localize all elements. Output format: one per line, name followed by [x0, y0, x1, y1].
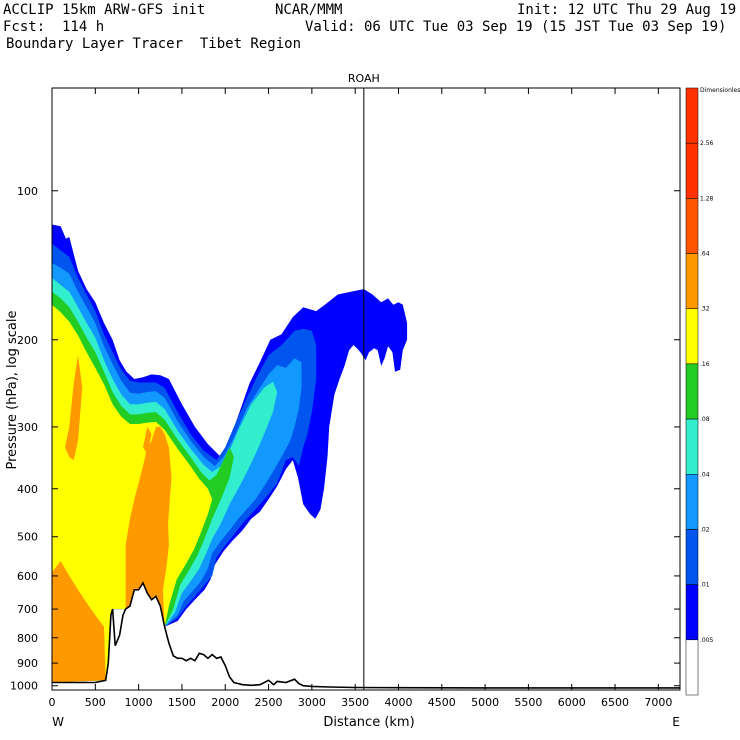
y-tick-label: 600	[17, 570, 38, 583]
colorbar-swatch	[685, 474, 699, 530]
y-tick-label: 200	[17, 334, 38, 347]
header-org: NCAR/MMM	[275, 2, 343, 18]
tracer-contours	[52, 224, 408, 683]
x-tick-label: 0	[49, 696, 56, 709]
x-axis-west-label: W	[52, 715, 64, 729]
axis-ticks: 0 500 1000 1500 2000 2500 3000 3500 4000 4500 5000…	[10, 88, 680, 709]
x-tick-label: 5000	[471, 696, 499, 709]
header-forecast-hour: Fcst: 114 h	[3, 19, 105, 35]
colorbar-swatch	[685, 253, 699, 309]
header-field-name: Boundary Layer Tracer Tibet Region	[6, 36, 302, 52]
colorbar-level-label: .005	[700, 637, 714, 644]
colorbar-swatch	[685, 308, 699, 365]
colorbar-swatch	[685, 363, 699, 420]
colorbar: Dimensionless 2.56 1.28 .64 .32 .16 .08 .04 .02.…	[685, 87, 740, 696]
colorbar-level-label: .64	[700, 251, 710, 258]
tracer-layer-8	[65, 355, 83, 461]
tracer-layer-9	[143, 426, 152, 454]
colorbar-swatch	[685, 142, 699, 199]
plot-frame	[51, 87, 681, 691]
y-tick-label: 100	[17, 185, 38, 198]
x-tick-label: 2500	[255, 696, 283, 709]
colorbar-level-label: .32	[700, 306, 710, 313]
y-axis-title: Pressure (hPa), log scale	[5, 311, 20, 470]
y-tick-label: 400	[17, 483, 38, 496]
y-tick-label: 1000	[10, 680, 38, 693]
x-axis-title: Distance (km)	[323, 715, 414, 730]
colorbar-swatch	[685, 87, 699, 144]
colorbar-level-label: .02	[700, 526, 710, 533]
x-tick-label: 6000	[558, 696, 586, 709]
colorbar-swatch	[685, 529, 699, 585]
colorbar-level-label: .01	[700, 582, 710, 589]
y-tick-label: 700	[17, 603, 38, 616]
header-model: ACCLIP 15km ARW-GFS init	[3, 2, 206, 18]
tracer-layer-6	[52, 561, 106, 683]
tracer-layer-5	[52, 304, 213, 683]
x-tick-label: 3000	[298, 696, 326, 709]
x-tick-label: 500	[85, 696, 106, 709]
x-axis-east-label: E	[672, 715, 680, 729]
x-tick-label: 2000	[211, 696, 239, 709]
terrain-profile	[52, 581, 680, 690]
x-tick-label: 4000	[384, 696, 412, 709]
colorbar-level-label: .04	[700, 471, 710, 478]
x-tick-label: 1500	[168, 696, 196, 709]
roah-marker-label: ROAH	[348, 72, 380, 85]
colorbar-level-label: .08	[700, 416, 710, 423]
tracer-layer-7	[125, 426, 172, 627]
y-tick-label: 500	[17, 531, 38, 544]
header-init: Init: 12 UTC Thu 29 Aug 19	[517, 2, 737, 18]
y-tick-label: 900	[17, 657, 38, 670]
x-tick-label: 3500	[341, 696, 369, 709]
x-tick-label: 6500	[601, 696, 629, 709]
colorbar-swatch	[685, 418, 699, 475]
x-tick-label: 7000	[644, 696, 672, 709]
y-tick-label: 800	[17, 632, 38, 645]
y-tick-label: 300	[17, 421, 38, 434]
terrain-line	[52, 581, 680, 689]
colorbar-swatch	[685, 639, 699, 696]
colorbar-level-label: .16	[700, 361, 710, 368]
x-tick-label: 1000	[125, 696, 153, 709]
colorbar-units-label: Dimensionless	[700, 87, 740, 94]
x-tick-label: 4500	[428, 696, 456, 709]
colorbar-level-label: 2.56	[700, 140, 714, 147]
colorbar-swatch	[685, 584, 699, 641]
colorbar-swatch	[685, 198, 699, 254]
colorbar-level-label: 1.28	[700, 195, 714, 202]
header-valid-time: Valid: 06 UTC Tue 03 Sep 19 (15 JST Tue …	[305, 19, 727, 35]
x-tick-label: 5500	[514, 696, 542, 709]
terrain-mask	[52, 583, 680, 690]
